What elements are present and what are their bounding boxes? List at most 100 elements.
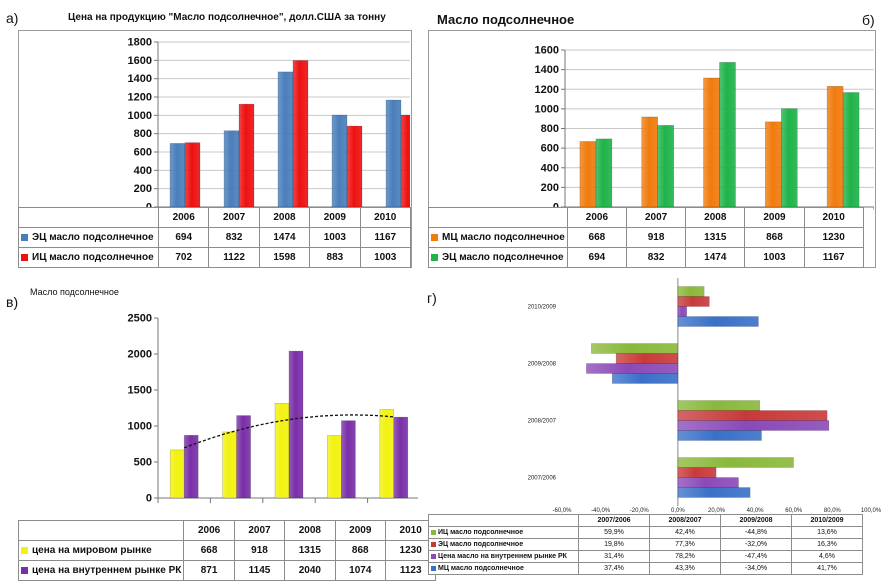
table-cell: 668	[183, 540, 235, 561]
y-tick-label: 1000	[128, 421, 152, 433]
y-tick-label: 1600	[128, 55, 152, 67]
y-tick-label: 200	[134, 183, 152, 195]
series-name: цена на внутреннем рынке РК	[17, 560, 185, 581]
bar-g-s2-2009/2008	[586, 363, 679, 374]
table-cell: 1003	[359, 247, 411, 268]
x-tick-label: 0,0%	[671, 508, 685, 514]
chart-b-title: Масло подсолнечное	[437, 12, 575, 27]
legend-swatch-icon	[431, 541, 436, 547]
x-tick-label: 20,0%	[708, 508, 726, 514]
table-cell: 2040	[284, 560, 336, 581]
y-tick-label: 2000	[128, 349, 152, 361]
bar-v-s1-2009	[341, 420, 356, 499]
trendline	[183, 414, 394, 449]
bar-v-s0-2009	[327, 435, 342, 499]
bar-a-s1-2008	[292, 60, 309, 208]
table-cell: -34,0%	[720, 562, 792, 575]
table-header-cell: 2009	[334, 520, 386, 541]
y-tick-label: 1400	[535, 64, 559, 76]
x-tick-label: -60,0%	[552, 508, 572, 514]
legend-swatch-icon	[21, 233, 28, 241]
y-tick-label: 500	[134, 457, 152, 469]
table-cell: 43,3%	[649, 562, 721, 575]
table-cell: 1074	[334, 560, 386, 581]
y-tick-label: 0	[146, 202, 152, 211]
bar-b-s0-2008	[703, 77, 720, 208]
y-tick-label: 1200	[535, 84, 559, 96]
y-tick-label: 800	[541, 123, 559, 135]
y-tick-label: 400	[134, 165, 152, 177]
table-row: ИЦ масло подсолнечное 702 1122 1598 883 1003	[18, 247, 411, 268]
bar-g-s1-2007/2006	[677, 467, 717, 478]
table-header-cell: 2010	[359, 207, 411, 228]
x-tick-label: -40,0%	[591, 508, 611, 514]
bar-v-s0-2006	[169, 449, 185, 499]
bar-a-s1-2006	[184, 142, 201, 208]
table-cell: 832	[625, 247, 687, 268]
table-cell: 694	[157, 227, 210, 248]
table-cell: 668	[566, 227, 627, 248]
bar-a-s1-2007	[238, 103, 255, 208]
table-header-cell: 2007/2006	[578, 514, 650, 527]
y-tick-label: 0	[146, 493, 152, 505]
y-tick-label: 800	[134, 128, 152, 140]
bar-g-s2-2007/2006	[677, 477, 739, 488]
panel-label-v: в)	[6, 294, 19, 310]
table-header-cell: 2007	[208, 207, 260, 228]
bar-b-s1-2007	[657, 125, 674, 208]
table-cell: 1123	[384, 560, 437, 581]
table-cell: 37,4%	[578, 562, 650, 575]
x-tick-label: 100,0%	[861, 508, 882, 514]
table-cell: -44,8%	[720, 526, 792, 539]
y-tick-label: 1800	[128, 37, 152, 49]
category-label: 2009/2008	[528, 362, 557, 368]
table-header-cell: 2010/2009	[791, 514, 863, 527]
table-header-cell: 2007	[233, 520, 286, 541]
y-tick-label: 1500	[128, 385, 152, 397]
table-cell: 1230	[803, 227, 864, 248]
table-header-cell: 2008	[258, 207, 311, 228]
table-cell: 13,6%	[791, 526, 863, 539]
y-tick-label: 1000	[535, 103, 559, 115]
table-cell: 1145	[233, 560, 286, 581]
y-tick-label: 600	[541, 143, 559, 155]
table-header-row: 2006 2007 2008 2009 2010	[18, 207, 411, 228]
table-cell: 16,3%	[791, 538, 863, 551]
category-label: 2010/2009	[528, 305, 557, 311]
table-row: цена на мировом рынке 668 918 1315 868 1230	[17, 540, 437, 561]
y-tick-label: 600	[134, 147, 152, 159]
table-row: ИЦ масло подсолнечное 59,9% 42,4% -44,8% 13,…	[428, 526, 863, 539]
chart-v-title: Масло подсолнечное	[30, 287, 119, 297]
x-tick-label: 60,0%	[785, 508, 803, 514]
bar-a-s0-2008	[277, 71, 294, 208]
chart-v-plot: 0 500 1000 1500 2000 2500	[128, 313, 418, 505]
chart-b-data-table: 2006 2007 2008 2009 2010 МЦ масло подсолнечно…	[428, 207, 864, 268]
table-row: ЭЦ масло подсолнечное 694 832 1474 1003 1167	[18, 227, 411, 248]
table-cell: 4,6%	[791, 550, 863, 563]
table-row: цена на внутреннем рынке РК 871 1145 2040 10…	[17, 560, 437, 581]
table-cell: 694	[566, 247, 627, 268]
series-name: цена на мировом рынке	[17, 540, 185, 561]
bar-g-s3-2010/2009	[677, 316, 759, 327]
table-cell: 78,2%	[649, 550, 721, 563]
series-name: ЭЦ масло подсолнечное	[18, 227, 159, 248]
bar-a-s0-2010	[385, 99, 402, 208]
bar-b-s0-2009	[764, 121, 782, 208]
chart-a-plot: 0 200 400 600 800 1000 1200 1400 1600 1800	[128, 37, 410, 211]
y-tick-label: 1600	[535, 45, 559, 57]
category-label: 2007/2006	[528, 476, 557, 482]
bar-v-s0-2010	[379, 409, 395, 499]
bar-a-s0-2006	[169, 143, 186, 208]
bar-g-s2-2008/2007	[677, 420, 830, 431]
series-name: Цена масло на внутреннем рынке РК	[428, 550, 579, 563]
table-cell: 1167	[803, 247, 864, 268]
series-name: ЭЦ масло подсолнечное	[428, 538, 579, 551]
x-tick-label: 80,0%	[824, 508, 842, 514]
bar-a-s1-2009	[346, 125, 363, 208]
bar-b-s0-2007	[641, 116, 658, 208]
table-header-row: 2006 2007 2008 2009 2010	[428, 207, 864, 228]
table-header-cell: 2009/2008	[720, 514, 792, 527]
panel-label-a: а)	[6, 10, 19, 26]
table-cell: -47,4%	[720, 550, 792, 563]
chart-g-data-table: 2007/2006 2008/2007 2009/2008 2010/2009 ИЦ м…	[428, 514, 863, 575]
